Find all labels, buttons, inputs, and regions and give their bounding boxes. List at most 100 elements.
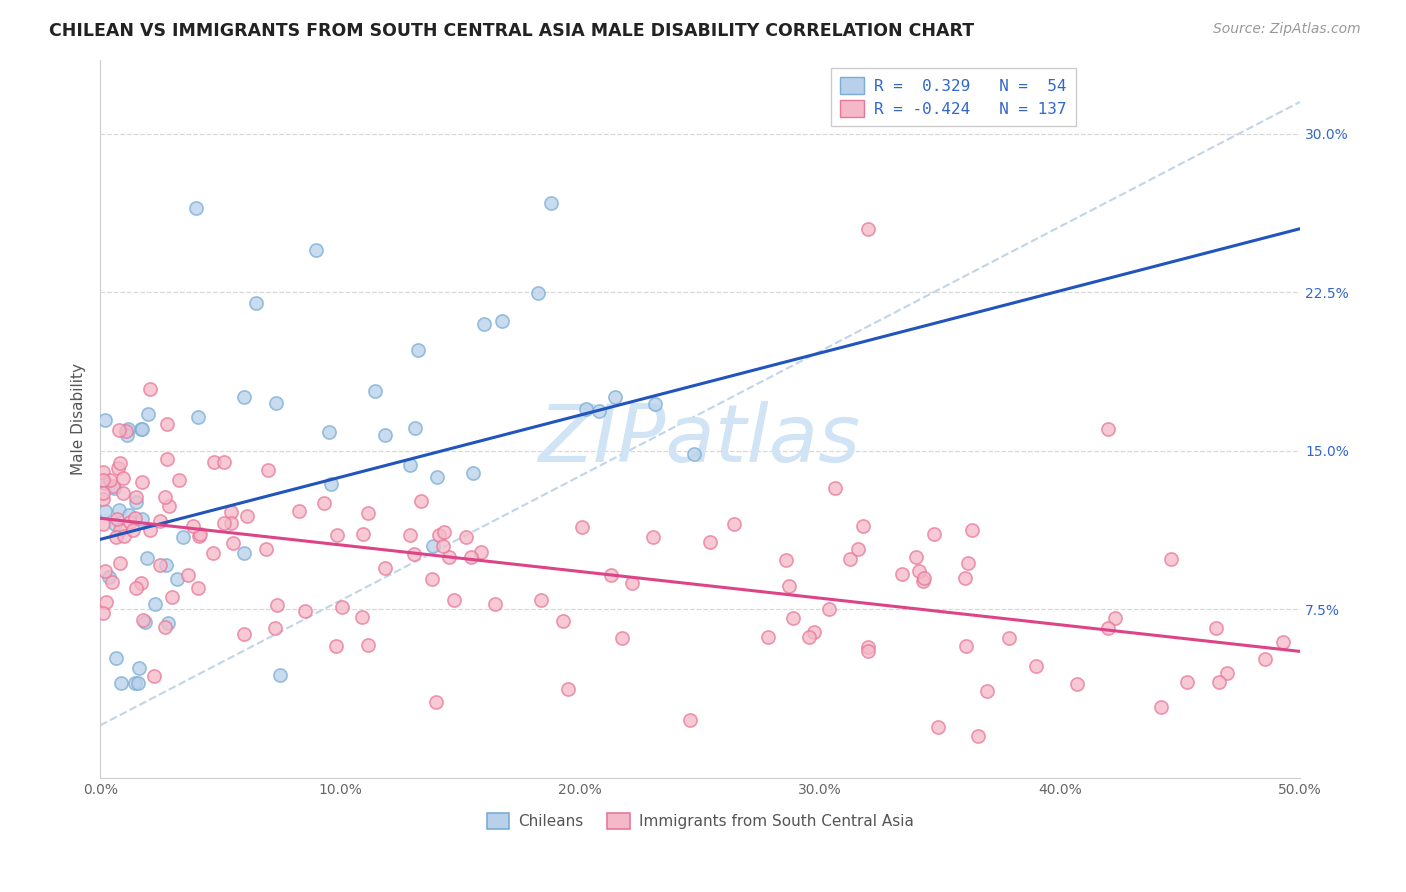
Point [912,574,935,588]
Point [352,527,374,541]
Point [108,556,131,570]
Point [1104,611,1126,625]
Point [470,545,492,559]
Point [129,575,152,590]
Point [838,552,860,566]
Point [432,539,454,553]
Point [212,516,235,530]
Point [131,512,153,526]
Point [177,567,200,582]
Point [1025,659,1047,673]
Point [112,470,135,484]
Point [603,390,626,404]
Point [105,530,128,544]
Point [219,505,242,519]
Point [131,422,153,436]
Point [287,503,309,517]
Point [157,615,180,630]
Point [953,570,976,584]
Point [135,550,157,565]
Point [610,631,633,645]
Point [156,417,179,431]
Point [305,243,328,257]
Point [107,461,129,475]
Point [775,553,797,567]
Point [1160,552,1182,566]
Point [1150,700,1173,714]
Point [93,564,115,578]
Point [756,630,779,644]
Point [266,598,288,612]
Point [263,622,285,636]
Point [846,542,869,557]
Point [966,729,988,743]
Point [399,458,422,472]
Point [118,515,141,529]
Point [1272,634,1295,648]
Point [526,286,548,301]
Point [188,526,211,541]
Point [149,558,172,572]
Point [433,524,456,539]
Point [98,473,121,487]
Point [575,402,598,417]
Point [325,639,347,653]
Point [125,490,148,504]
Point [723,516,745,531]
Point [852,519,875,533]
Point [94,504,117,518]
Point [352,610,374,624]
Point [404,547,426,561]
Point [997,632,1019,646]
Point [1205,621,1227,635]
Point [891,566,914,581]
Point [132,613,155,627]
Point [956,556,979,570]
Point [1097,422,1119,436]
Point [540,195,562,210]
Point [110,456,132,470]
Point [425,695,447,709]
Point [222,536,245,550]
Point [111,486,134,500]
Point [443,593,465,607]
Point [245,295,267,310]
Point [922,527,945,541]
Point [125,581,148,595]
Point [456,530,478,544]
Point [955,639,977,653]
Point [114,425,136,439]
Point [799,630,821,644]
Point [1254,651,1277,665]
Point [117,422,139,436]
Point [817,602,839,616]
Point [551,614,574,628]
Point [128,660,150,674]
Point [160,590,183,604]
Point [472,317,495,331]
Point [856,221,879,235]
Point [530,593,553,607]
Point [374,561,396,575]
Point [699,534,721,549]
Point [96,594,118,608]
Point [1097,620,1119,634]
Point [100,575,122,590]
Point [110,523,132,537]
Point [94,413,117,427]
Point [103,481,125,495]
Point [139,382,162,396]
Point [104,650,127,665]
Point [139,523,162,537]
Point [183,519,205,533]
Point [107,423,129,437]
Point [166,572,188,586]
Point [112,529,135,543]
Point [188,529,211,543]
Point [824,481,846,495]
Point [356,506,378,520]
Point [157,500,180,514]
Point [155,558,177,572]
Point [905,549,928,564]
Point [202,455,225,469]
